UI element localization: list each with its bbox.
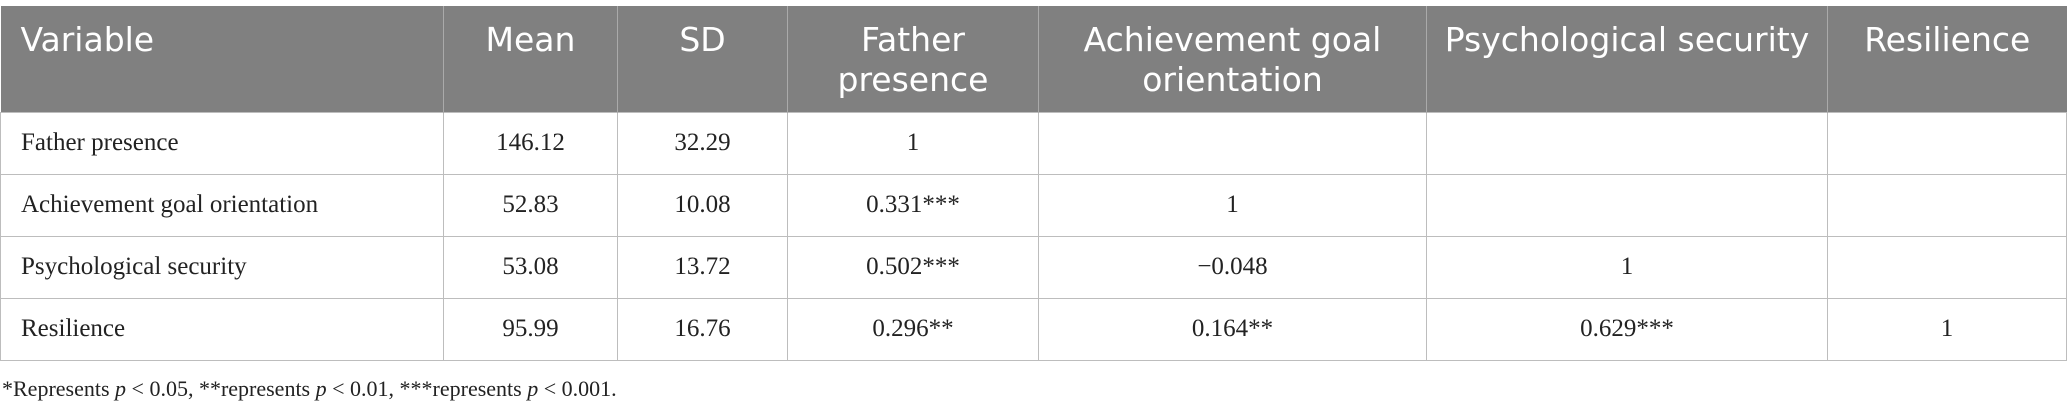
column-header: Mean	[443, 6, 618, 112]
cell: 1	[1426, 235, 1828, 299]
row-label: Psychological security	[0, 235, 444, 299]
cell: 1	[1827, 297, 2067, 361]
column-header: Achievement goal orientation	[1038, 6, 1427, 112]
footnote-italic: p	[115, 376, 127, 401]
cell: −0.048	[1038, 235, 1427, 299]
footnote-text: < 0.01, ***represents	[326, 376, 528, 401]
cell: 95.99	[443, 297, 618, 361]
cell: 52.83	[443, 173, 618, 237]
cell: 32.29	[617, 111, 788, 175]
cell: 1	[1038, 173, 1427, 237]
cell: 1	[787, 111, 1039, 175]
column-header: Resilience	[1827, 6, 2067, 112]
column-header: Father presence	[787, 6, 1039, 112]
cell: 0.629***	[1426, 297, 1828, 361]
row-label: Resilience	[0, 297, 444, 361]
empty-cell	[1038, 111, 1427, 175]
footnote-text: *Represents	[2, 376, 116, 401]
header-row: Variable Mean SD Father presence Achievement…	[0, 6, 2067, 112]
column-header: Psychological security	[1426, 6, 1828, 112]
table-body: Father presence 146.12 32.29 1 Achievement g…	[0, 111, 2067, 361]
column-header: Variable	[0, 6, 444, 112]
cell: 0.296**	[787, 297, 1039, 361]
table-row: Father presence 146.12 32.29 1	[0, 111, 2067, 175]
table-row: Resilience 95.99 16.76 0.296** 0.164** 0.629*…	[0, 297, 2067, 361]
cell: 146.12	[443, 111, 618, 175]
footnote: *Represents p < 0.05, **represents p < 0…	[2, 376, 617, 402]
table-row: Achievement goal orientation 52.83 10.08 0.…	[0, 173, 2067, 237]
empty-cell	[1827, 111, 2067, 175]
cell: 0.164**	[1038, 297, 1427, 361]
footnote-italic: p	[315, 376, 327, 401]
empty-cell	[1426, 173, 1828, 237]
footnote-italic: p	[527, 376, 539, 401]
table-row: Psychological security 53.08 13.72 0.502***…	[0, 235, 2067, 299]
empty-cell	[1827, 235, 2067, 299]
cell: 0.331***	[787, 173, 1039, 237]
row-label: Father presence	[0, 111, 444, 175]
column-header: SD	[617, 6, 788, 112]
cell: 53.08	[443, 235, 618, 299]
footnote-text: < 0.001.	[538, 376, 617, 401]
footnote-text: < 0.05, **represents	[126, 376, 316, 401]
data-table: Variable Mean SD Father presence Achievement…	[0, 6, 2067, 361]
cell: 13.72	[617, 235, 788, 299]
cell: 16.76	[617, 297, 788, 361]
empty-cell	[1827, 173, 2067, 237]
row-label: Achievement goal orientation	[0, 173, 444, 237]
cell: 10.08	[617, 173, 788, 237]
cell: 0.502***	[787, 235, 1039, 299]
empty-cell	[1426, 111, 1828, 175]
